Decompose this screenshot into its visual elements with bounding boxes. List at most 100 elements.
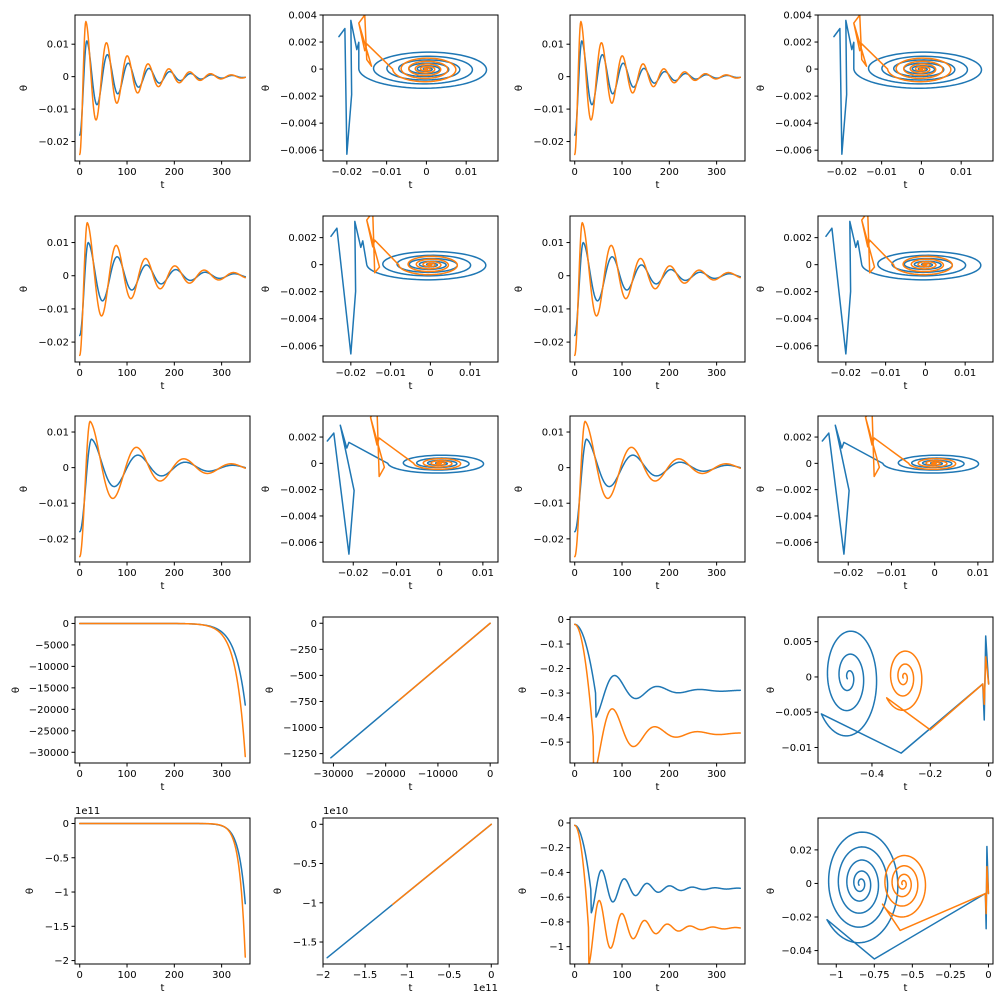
x-tick-label: 200: [165, 368, 184, 379]
series-line-1: [573, 824, 742, 914]
y-tick-label: 0.01: [47, 40, 69, 51]
x-tick-label: −0.02: [336, 368, 367, 379]
x-tick-label: 0: [77, 769, 83, 780]
y-axis-label: θ: [261, 486, 272, 492]
series-line-1: [78, 241, 247, 337]
y-tick-label: −1000: [283, 723, 317, 734]
y-tick-label: 0.005: [783, 637, 812, 648]
series-line-2: [78, 420, 247, 558]
series-line-2: [78, 822, 247, 958]
x-tick-label: 0.01: [472, 568, 494, 579]
x-axis-label: t: [656, 381, 660, 392]
y-tick-label: 0: [311, 459, 317, 470]
y-tick-label: −0.004: [775, 314, 812, 325]
series-line-1: [825, 220, 982, 355]
x-tick-label: −0.01: [876, 568, 907, 579]
series-line-2: [392, 823, 493, 906]
x-tick-label: 200: [660, 970, 679, 981]
subplot-16: −0.4 −0.2 0 −0.01 −0.005 0 0.005 t θ: [766, 616, 994, 793]
y-tick-label: −0.02: [533, 137, 564, 148]
x-tick-label: 0: [423, 167, 429, 178]
x-tick-label: 300: [707, 167, 726, 178]
subplot-19: 0 100 200 300 0 −0.2 −0.4 −0.6 −0.8 −1 t θ: [518, 817, 746, 994]
y-tick-label: −0.004: [280, 314, 317, 325]
series-line-1: [826, 831, 990, 960]
y-tick-label: −0.8: [540, 917, 564, 928]
axes-frame: [322, 14, 499, 162]
y-offset-label: 1e11: [75, 806, 100, 817]
axes-frame: [74, 817, 251, 965]
y-tick-label: −0.01: [38, 499, 69, 510]
y-axis-label: θ: [261, 286, 272, 292]
y-tick-label: −0.2: [540, 664, 564, 675]
axes-frame: [817, 616, 994, 764]
axes-frame: [74, 616, 251, 764]
y-axis-label: θ: [514, 85, 525, 91]
x-tick-label: 0: [488, 970, 494, 981]
y-tick-label: −0.01: [533, 304, 564, 315]
axes-frame: [569, 215, 746, 363]
series-line-1: [338, 19, 488, 155]
y-tick-label: 0.01: [47, 428, 69, 439]
x-tick-label: 200: [660, 568, 679, 579]
series-line-1: [573, 241, 742, 337]
y-tick-label: −0.4: [540, 713, 564, 724]
y-tick-label: 0.01: [542, 40, 564, 51]
x-tick-label: −0.25: [935, 970, 966, 981]
x-tick-label: 0: [77, 368, 83, 379]
y-tick-label: −0.6: [540, 893, 564, 904]
series-line-2: [573, 20, 742, 156]
x-tick-label: 0.01: [954, 368, 976, 379]
series-line-1: [78, 622, 247, 706]
axes-frame: [817, 215, 994, 363]
y-axis-label: θ: [756, 85, 767, 91]
subplot-10: −0.02 −0.01 0 0.01 −0.006 −0.004 −0.002 0 0.002 t…: [261, 415, 499, 592]
subplot-4: −0.02 −0.01 0 0.01 −0.006 −0.004 −0.002 0 0.002 0…: [756, 11, 994, 191]
series-line-2: [573, 221, 742, 357]
y-tick-label: −0.02: [38, 534, 69, 545]
x-axis-label: t: [904, 581, 908, 592]
series-line-1: [573, 438, 742, 533]
x-tick-label: 100: [117, 769, 136, 780]
subplot-15: 0 100 200 300 0 −0.1 −0.2 −0.3 −0.4 −0.5 t θ: [518, 615, 746, 793]
series-line-1: [330, 220, 487, 355]
x-tick-label: 0: [572, 368, 578, 379]
x-tick-label: −1: [829, 970, 844, 981]
y-tick-label: −1: [549, 942, 564, 953]
x-tick-label: 300: [707, 970, 726, 981]
y-tick-label: −1: [302, 898, 317, 909]
y-tick-label: 0.01: [47, 238, 69, 249]
subplot-5: 0 100 200 300 −0.02 −0.01 0 0.01 t θ: [19, 215, 251, 392]
y-tick-label: −0.3: [540, 689, 564, 700]
x-axis-label: t: [161, 983, 165, 994]
y-tick-label: 0: [63, 619, 69, 630]
y-tick-label: 0: [311, 619, 317, 630]
y-axis-label: θ: [518, 888, 529, 894]
series-line-2: [864, 416, 957, 478]
x-tick-label: −0.01: [866, 167, 897, 178]
axes-frame: [322, 415, 499, 563]
x-tick-label: 200: [660, 769, 679, 780]
y-axis-label: θ: [19, 286, 30, 292]
y-tick-label: −0.002: [775, 92, 812, 103]
y-axis-label: θ: [11, 687, 22, 693]
series-line-2: [573, 824, 742, 964]
x-tick-label: 0: [436, 568, 442, 579]
x-tick-label: 0: [922, 368, 928, 379]
x-tick-label: 300: [212, 568, 231, 579]
y-tick-label: −0.01: [533, 105, 564, 116]
y-tick-label: 0: [558, 818, 564, 829]
x-tick-label: 100: [117, 970, 136, 981]
x-tick-label: 200: [660, 167, 679, 178]
x-tick-label: −30000: [313, 769, 353, 780]
y-tick-label: −0.5: [540, 738, 564, 749]
x-tick-label: 0: [77, 970, 83, 981]
x-axis-label: t: [904, 782, 908, 793]
y-tick-label: −0.5: [45, 853, 69, 864]
y-tick-label: −0.1: [540, 639, 564, 650]
series-line-1: [573, 623, 742, 718]
x-tick-label: 0.01: [950, 167, 972, 178]
subplot-20: −1 −0.75 −0.5 −0.25 0 −0.04 −0.02 0 0.02 t θ: [766, 817, 994, 994]
x-tick-label: −0.5: [437, 970, 461, 981]
